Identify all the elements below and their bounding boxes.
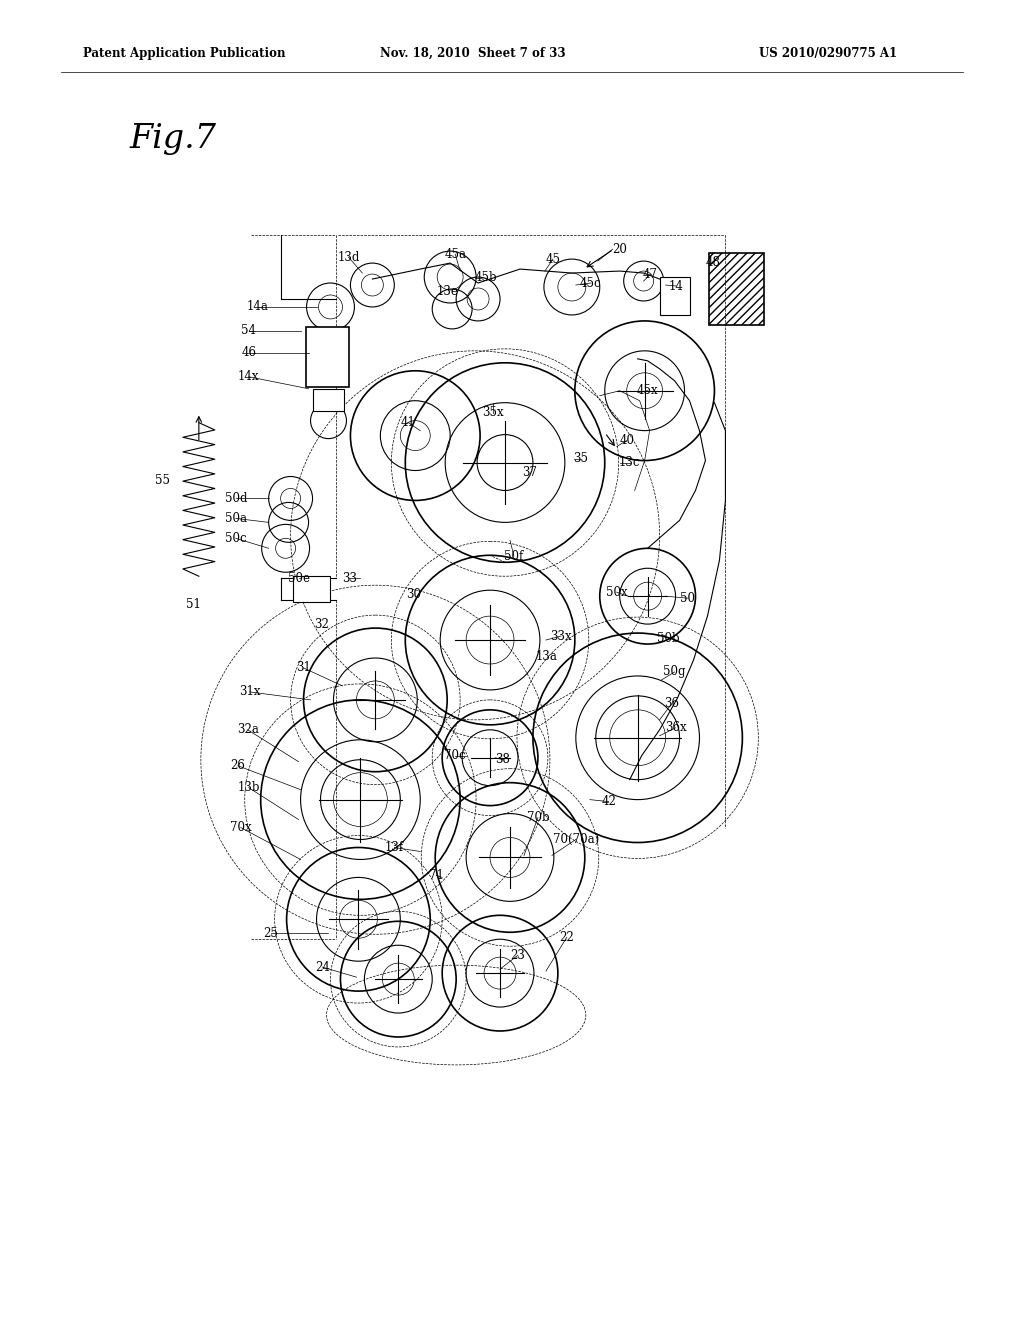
Text: Fig.7: Fig.7 [129,123,216,156]
Text: 14x: 14x [238,371,259,383]
Text: 50f: 50f [505,550,523,562]
Text: 70c: 70c [444,750,466,762]
Text: 71: 71 [429,869,443,882]
Text: 50a: 50a [224,512,247,525]
Text: 13b: 13b [238,781,260,795]
Text: 42: 42 [601,795,616,808]
Text: 38: 38 [496,754,510,766]
Text: 55: 55 [156,474,170,487]
Text: 13c: 13c [618,455,640,469]
Text: 13a: 13a [536,649,558,663]
Text: 13f: 13f [385,841,403,854]
Text: 70b: 70b [526,810,549,824]
Text: US 2010/0290775 A1: US 2010/0290775 A1 [760,48,897,61]
Text: 32: 32 [314,618,329,631]
Bar [312,388,344,411]
Bar [305,327,349,387]
Text: 31: 31 [296,661,311,675]
Text: 30: 30 [406,587,421,601]
Text: Nov. 18, 2010  Sheet 7 of 33: Nov. 18, 2010 Sheet 7 of 33 [380,48,566,61]
Text: 54: 54 [242,325,256,338]
Text: 50c: 50c [225,532,247,545]
Text: 45a: 45a [444,248,466,260]
Text: 45: 45 [546,252,560,265]
Text: 46: 46 [242,346,256,359]
Text: 45x: 45x [637,384,658,397]
Text: 36: 36 [665,697,679,710]
Text: 50: 50 [680,591,695,605]
Text: 25: 25 [263,927,279,940]
Text: 48: 48 [706,256,721,268]
Text: 45b: 45b [475,271,498,284]
Text: 36x: 36x [665,721,686,734]
Bar [293,577,331,602]
Text: 33x: 33x [550,630,571,643]
Text: 26: 26 [230,759,245,772]
Text: 14a: 14a [247,301,268,313]
Text: 13e: 13e [436,285,458,297]
Text: 70x: 70x [230,821,252,834]
Text: 50g: 50g [664,665,686,678]
Text: 45c: 45c [580,276,601,289]
Text: 22: 22 [559,931,574,944]
Text: 70(70a): 70(70a) [553,833,599,846]
Text: 24: 24 [315,961,330,974]
Text: 41: 41 [400,416,416,429]
Text: 32a: 32a [237,723,259,737]
Text: 13d: 13d [337,251,359,264]
Text: 31x: 31x [239,685,260,698]
Text: 47: 47 [643,268,658,281]
Bar [659,277,689,315]
Text: 37: 37 [522,466,538,479]
Text: Patent Application Publication: Patent Application Publication [83,48,286,61]
Text: 14: 14 [669,280,684,293]
Text: 35x: 35x [482,407,504,420]
Text: 35: 35 [573,451,589,465]
Text: 20: 20 [612,243,627,256]
Text: 50x: 50x [606,586,628,599]
Text: 50e: 50e [288,572,309,585]
Bar [710,253,764,325]
Text: 40: 40 [620,434,634,447]
Text: 23: 23 [511,949,525,962]
Text: 50d: 50d [224,492,247,506]
Text: 50b: 50b [657,631,680,644]
Text: 51: 51 [186,598,202,611]
Text: 33: 33 [342,572,357,585]
